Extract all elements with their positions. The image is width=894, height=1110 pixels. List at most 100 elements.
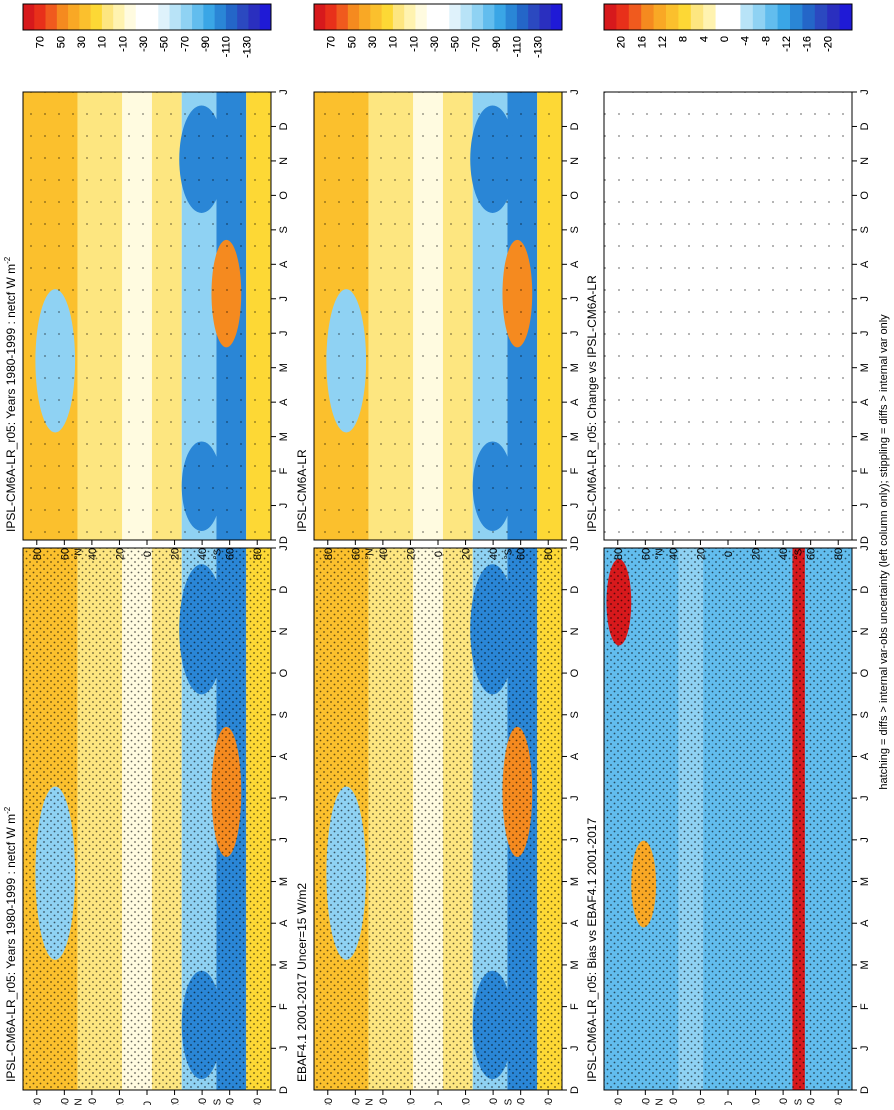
colorbar-label: 10 — [97, 36, 109, 48]
lat-south-unit: °S — [212, 1098, 223, 1105]
colorbar-label: 70 — [35, 36, 47, 48]
colorbar-swatch — [203, 4, 215, 30]
month-tick-label: D — [569, 536, 581, 544]
colorbar-swatch — [827, 4, 840, 30]
colorbar-swatch — [539, 4, 552, 30]
month-tick-label: O — [278, 668, 290, 677]
colorbar-swatch — [314, 4, 326, 30]
month-tick-label: M — [278, 432, 290, 441]
colorbar-label: -90 — [200, 36, 212, 52]
colorbar-swatch — [678, 4, 692, 30]
colorbar-label: 30 — [76, 36, 88, 48]
lat-tick-label: 60 — [59, 1098, 71, 1105]
colorbar-label: -50 — [159, 36, 171, 52]
month-tick-label: J — [569, 545, 581, 551]
colorbar-swatch — [628, 4, 642, 30]
colorbar-swatch — [359, 4, 371, 30]
lat-tick-label: 20 — [461, 548, 473, 560]
colorbar-swatch — [752, 4, 766, 30]
lat-tick-label: 40 — [87, 1098, 99, 1105]
colorbar-swatch — [641, 4, 654, 30]
lat-tick-label: 20 — [751, 548, 763, 560]
colorbar-swatch — [438, 4, 450, 30]
lat-tick-label: 60 — [516, 548, 528, 560]
lat-tick-label: 0 — [723, 551, 735, 557]
panel-model_right: 80 60 40 20 0 20 40 60 80°N °SDJFMAMJJASONDJIPSL-… — [3, 89, 290, 560]
colorbar-label: -4 — [740, 36, 752, 46]
colorbar-swatch — [56, 4, 69, 30]
month-tick-label: M — [569, 960, 581, 969]
panel-title: IPSL-CM6A-LR_r05: Years 1980-1999 : netc… — [3, 806, 18, 1082]
colorbar-swatch — [715, 4, 729, 30]
month-tick-label: J — [569, 1046, 581, 1052]
colorbar-swatch — [23, 4, 35, 30]
month-tick-label: J — [278, 503, 290, 509]
colorbar-swatch — [516, 4, 529, 30]
colorbar-frame — [603, 3, 853, 31]
lat-tick-label: 60 — [640, 548, 652, 560]
month-tick-label: O — [278, 191, 290, 200]
month-tick-label: J — [569, 330, 581, 336]
lat-tick-label: 40 — [87, 548, 99, 560]
colorbar-label: 16 — [636, 36, 648, 48]
colorbar-label: -90 — [491, 36, 503, 52]
month-tick-label: S — [278, 226, 290, 233]
month-tick-label: J — [859, 795, 871, 801]
panel-title-superscript: -2 — [3, 806, 12, 814]
colorbar-label: -10 — [117, 36, 129, 52]
colorbar-change: 20 16 12 8 4 0 -4 -8 -12 -16 -20 — [603, 3, 853, 52]
colorbar-swatch — [225, 4, 238, 30]
lat-north-unit: °N — [365, 548, 376, 559]
lat-tick-label: 60 — [59, 548, 71, 560]
month-tick-label: M — [278, 363, 290, 372]
lat-tick-label: 80 — [833, 1098, 845, 1105]
month-tick-label: S — [859, 226, 871, 233]
colorbar-label: -90 — [491, 36, 503, 52]
month-tick-label: O — [569, 668, 581, 677]
colorbar-swatch — [415, 4, 428, 30]
colorbar-label: -20 — [822, 36, 834, 52]
colorbar-label: 30 — [367, 36, 379, 48]
colorbar-swatch — [68, 4, 80, 30]
month-tick-label: M — [859, 877, 871, 886]
month-tick-label: N — [569, 157, 581, 165]
lat-tick-label: 60 — [350, 548, 362, 560]
colorbar-label: 16 — [636, 36, 648, 48]
month-tick-label: A — [859, 260, 871, 268]
lat-tick-label: 80 — [252, 1098, 264, 1105]
colorbar-label: 50 — [346, 36, 358, 48]
colorbar-swatch — [777, 4, 791, 30]
panel-change: 80 60 40 20 0 20 40 60 80°N °SDJFMAMJJASONDJIPSL-… — [585, 89, 871, 560]
panel-model_left: 80 60 40 20 0 20 40 60 80 °N °S D J F M A M J J A S O N D J IPSL-… — [3, 545, 290, 1110]
stippling-overlay — [23, 92, 271, 540]
month-tick-label: J — [859, 837, 871, 843]
lat-tick-label: 40 — [197, 1098, 209, 1105]
colorbar-label: -110 — [512, 36, 524, 57]
colorbar-label: -16 — [802, 36, 814, 52]
month-tick-label: S — [569, 226, 581, 233]
colorbar-label: 20 — [616, 36, 628, 48]
lat-tick-label: 0 — [142, 1101, 154, 1105]
colorbar-swatch — [325, 4, 337, 30]
colorbar-frame — [22, 3, 272, 31]
lat-tick-label: 80 — [833, 548, 845, 560]
month-tick-label: M — [569, 877, 581, 886]
colorbar-swatch — [790, 4, 803, 30]
colorbar-swatch — [505, 4, 518, 30]
month-tick-label: D — [859, 536, 871, 544]
stippling-overlay — [314, 548, 562, 1090]
colorbar-label: -30 — [138, 36, 150, 52]
colorbar-label: -70 — [470, 36, 482, 52]
month-tick-label: D — [278, 122, 290, 130]
lat-tick-label: 80 — [543, 1098, 555, 1105]
lat-tick-label: 40 — [488, 1098, 500, 1105]
lat-tick-label: 60 — [640, 1098, 652, 1105]
lat-tick-label: 20 — [114, 1098, 126, 1105]
colorbar-swatch — [483, 4, 495, 30]
colorbar-label: -130 — [532, 36, 544, 58]
lat-south-unit: °S — [793, 1098, 804, 1105]
colorbar-label: 8 — [678, 36, 690, 42]
colorbar-swatch — [703, 4, 716, 30]
lat-south-unit: °S — [212, 548, 223, 559]
colorbar-label: -30 — [138, 36, 150, 52]
